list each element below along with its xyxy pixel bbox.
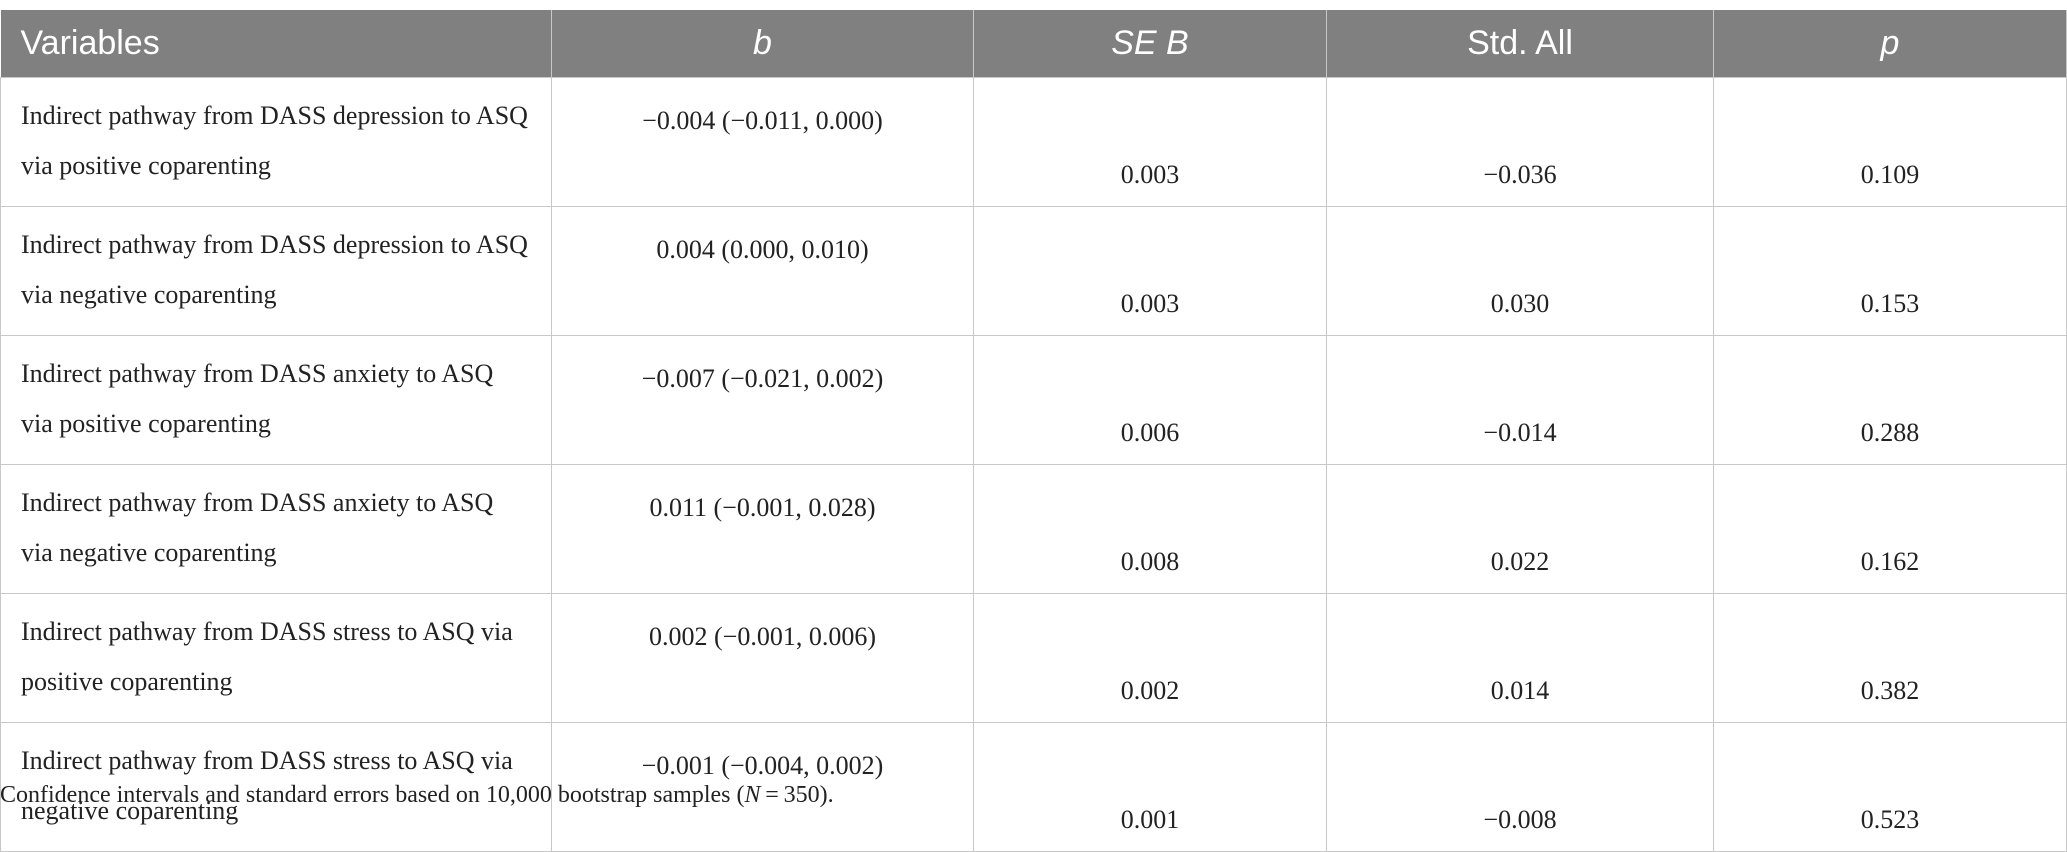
value-cell: 0.153 (1713, 206, 2067, 336)
value-cell: −0.036 (1326, 77, 1714, 207)
header-cell: Std. All (1326, 10, 1714, 78)
header-row: Variables b SE B Std. All p (0, 10, 2067, 78)
value-cell: 0.288 (1713, 335, 2067, 465)
value-cell: 0.382 (1713, 593, 2067, 723)
footnote-text: = 350). (760, 782, 834, 808)
value-cell: 0.011 (−0.001, 0.028) (551, 464, 974, 594)
value-cell: 0.004 (0.000, 0.010) (551, 206, 974, 336)
value-cell: 0.001 (973, 722, 1327, 852)
value-cell: 0.008 (973, 464, 1327, 594)
value-cell: 0.022 (1326, 464, 1714, 594)
table-row: Indirect pathway from DASS anxiety to AS… (0, 335, 2067, 465)
value-cell: 0.162 (1713, 464, 2067, 594)
footnote-italic: N (744, 782, 761, 808)
value-cell: 0.002 (973, 593, 1327, 723)
value-cell: 0.109 (1713, 77, 2067, 207)
results-table: Variables b SE B Std. All p Indirect pathway… (0, 10, 2067, 852)
variable-cell: Indirect pathway from DASS depression to… (0, 206, 552, 336)
header-cell: p (1713, 10, 2067, 78)
value-cell: 0.014 (1326, 593, 1714, 723)
variable-cell: Indirect pathway from DASS anxiety to AS… (0, 464, 552, 594)
value-cell: −0.008 (1326, 722, 1714, 852)
value-cell: 0.523 (1713, 722, 2067, 852)
footnote: Confidence intervals and standard errors… (0, 782, 834, 809)
variable-cell: Indirect pathway from DASS stress to ASQ… (0, 593, 552, 723)
value-cell: −0.004 (−0.011, 0.000) (551, 77, 974, 207)
table-container: Variables b SE B Std. All p Indirect pathway… (0, 10, 2067, 852)
page: Variables b SE B Std. All p Indirect pathway… (0, 10, 2067, 852)
value-cell: 0.003 (973, 77, 1327, 207)
table-body: Indirect pathway from DASS depression to… (0, 77, 2067, 852)
table-row: Indirect pathway from DASS depression to… (0, 77, 2067, 207)
variable-cell: Indirect pathway from DASS depression to… (0, 77, 552, 207)
table-row: Indirect pathway from DASS anxiety to AS… (0, 464, 2067, 594)
value-cell: 0.030 (1326, 206, 1714, 336)
variable-cell: Indirect pathway from DASS anxiety to AS… (0, 335, 552, 465)
footnote-text: Confidence intervals and standard errors… (0, 782, 745, 808)
value-cell: 0.002 (−0.001, 0.006) (551, 593, 974, 723)
header-cell: SE B (973, 10, 1327, 78)
table-row: Indirect pathway from DASS depression to… (0, 206, 2067, 336)
value-cell: −0.007 (−0.021, 0.002) (551, 335, 974, 465)
value-cell: −0.014 (1326, 335, 1714, 465)
value-cell: 0.003 (973, 206, 1327, 336)
header-cell: Variables (0, 10, 552, 78)
value-cell: 0.006 (973, 335, 1327, 465)
header-cell: b (551, 10, 974, 78)
table-row: Indirect pathway from DASS stress to ASQ… (0, 593, 2067, 723)
